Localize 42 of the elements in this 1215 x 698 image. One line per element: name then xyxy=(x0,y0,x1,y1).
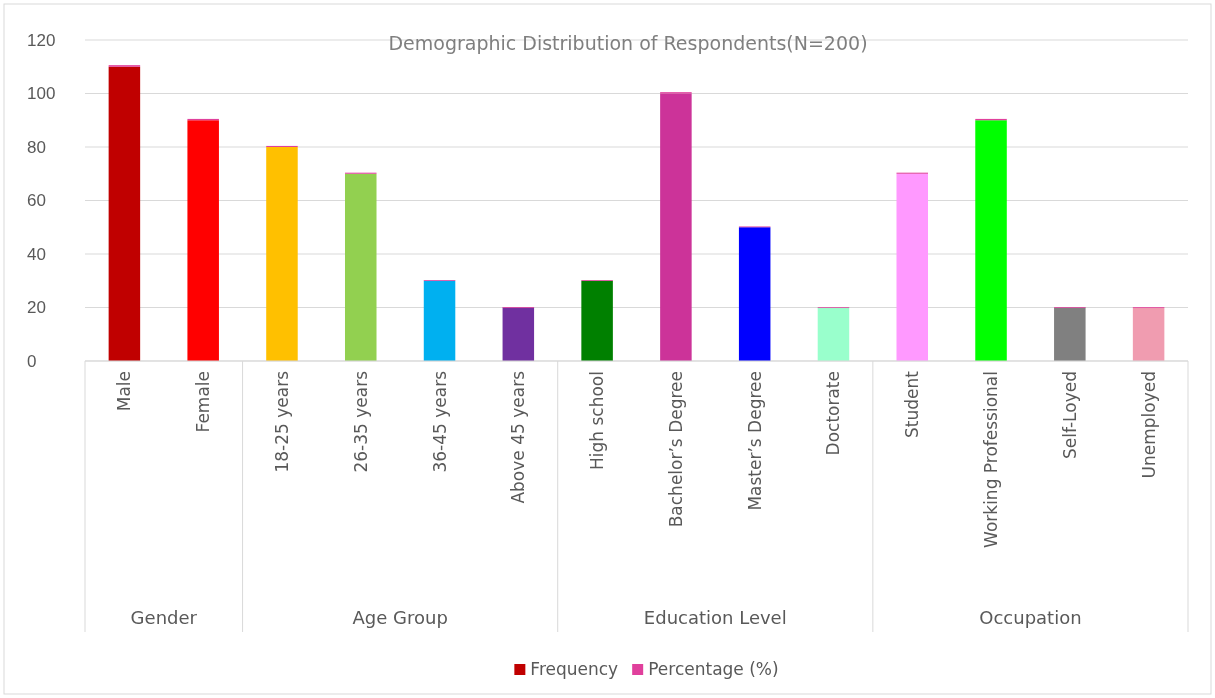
bar xyxy=(817,307,850,361)
y-tick-label: 60 xyxy=(27,191,46,211)
y-tick-label: 20 xyxy=(27,298,46,318)
bar xyxy=(660,93,692,361)
x-tick-label: Student xyxy=(902,370,923,438)
x-tick-label: Doctorate xyxy=(823,371,844,456)
bar xyxy=(738,227,771,361)
y-tick-label: 40 xyxy=(27,244,46,264)
x-tick-label: 26-35 years xyxy=(350,370,371,473)
text: Gender xyxy=(130,607,198,628)
x-tick-label: 18-25 years xyxy=(271,370,292,473)
text: Age Group xyxy=(352,607,448,628)
bar xyxy=(502,307,535,361)
x-tick-label: Above 45 years xyxy=(508,370,529,504)
x-tick-label: Male xyxy=(114,371,135,412)
bar xyxy=(896,173,929,361)
bar xyxy=(344,173,377,361)
bar xyxy=(581,280,613,361)
x-tick-label: Working Professional xyxy=(981,371,1002,548)
bar xyxy=(975,120,1007,361)
x-tick-label: High school xyxy=(587,371,608,470)
bar xyxy=(108,66,141,361)
bar xyxy=(266,147,298,361)
y-tick-label: 100 xyxy=(27,84,56,104)
x-tick-label: Bachelor’s Degree xyxy=(665,371,686,528)
chart-title: Demographic Distribution of Respondents(N=200) xyxy=(388,32,868,54)
x-tick-label: Unemployed xyxy=(1138,371,1159,479)
legend-label: Percentage (%) xyxy=(648,659,779,679)
y-tick-label: 0 xyxy=(27,351,37,371)
y-tick-label: 80 xyxy=(27,137,46,157)
x-tick-label: Female xyxy=(193,371,214,433)
bar xyxy=(423,280,456,361)
x-tick-label: Self-Loyed xyxy=(1059,371,1080,460)
y-tick-label: 120 xyxy=(27,30,56,50)
x-tick-label: 36-45 years xyxy=(429,370,450,473)
bar xyxy=(1132,307,1165,361)
text: Occupation xyxy=(979,607,1082,628)
bar xyxy=(187,120,219,361)
bar xyxy=(1054,307,1086,361)
x-tick-label: Master’s Degree xyxy=(744,371,765,511)
text: Education Level xyxy=(643,607,787,628)
legend-label: Frequency xyxy=(530,659,619,679)
